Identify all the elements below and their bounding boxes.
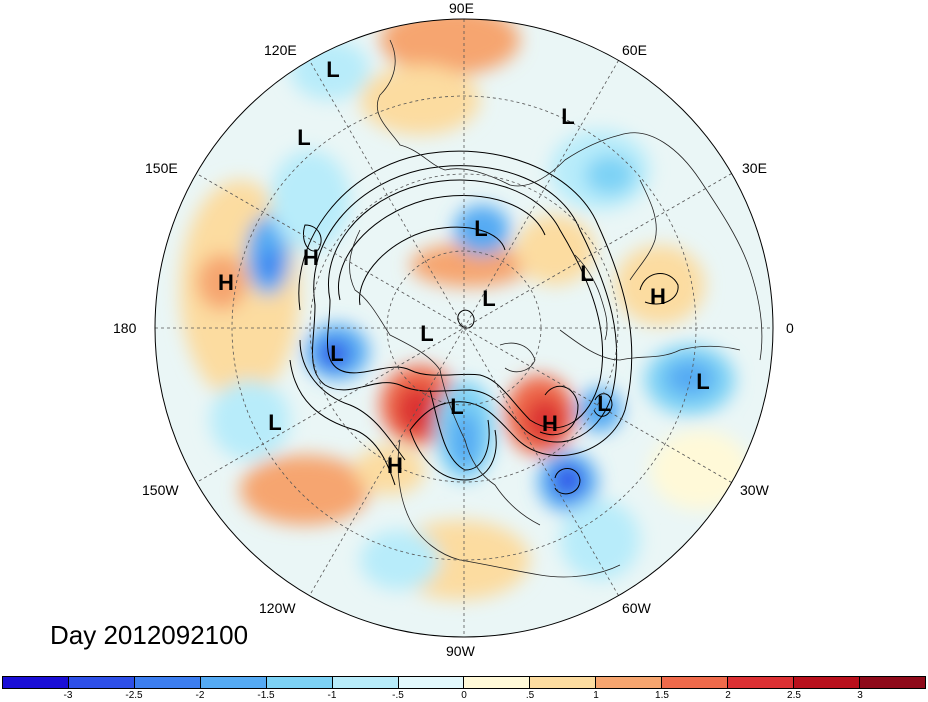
colorbar-swatch — [596, 677, 663, 688]
colorbar-tick-label: 2 — [725, 690, 731, 701]
pressure-system-marker: L — [696, 369, 710, 394]
lon-label-150e: 150E — [145, 160, 178, 176]
pressure-system-marker: L — [561, 104, 575, 129]
colorbar-swatch — [398, 677, 465, 688]
pressure-system-marker: H — [542, 411, 558, 436]
colorbar-tick-label: -3 — [63, 690, 73, 701]
colorbar-swatch — [332, 677, 399, 688]
colorbar-swatch — [530, 677, 597, 688]
colorbar-swatch — [134, 677, 201, 688]
pressure-system-marker: L — [420, 321, 434, 346]
colorbar-tick-label: 3 — [857, 690, 863, 701]
colorbar-tick-label: .5 — [525, 690, 535, 701]
colorbar-swatch — [662, 677, 729, 688]
pressure-system-marker: L — [580, 261, 594, 286]
lon-label-90w: 90W — [446, 643, 475, 659]
colorbar-tick-label: -2 — [195, 690, 205, 701]
lon-label-30e: 30E — [742, 160, 767, 176]
colorbar-tick-label: -.5 — [392, 690, 404, 701]
colorbar — [2, 676, 926, 689]
pressure-system-marker: H — [303, 245, 319, 270]
colorbar-tick-label: -1 — [327, 690, 337, 701]
colorbar-swatch — [794, 677, 860, 688]
colorbar-tick-label: -1.5 — [257, 690, 275, 701]
colorbar-tick-label: -2.5 — [125, 690, 143, 701]
lon-label-150w: 150W — [142, 482, 179, 498]
colorbar-swatch — [464, 677, 531, 688]
pressure-system-marker: L — [474, 216, 488, 241]
colorbar-tick-label: 2.5 — [787, 690, 801, 701]
pressure-system-marker: L — [482, 286, 496, 311]
pressure-system-marker: H — [650, 284, 666, 309]
colorbar-tick-label: 0 — [461, 690, 467, 701]
colorbar-swatch — [266, 677, 333, 688]
pressure-system-marker: L — [297, 125, 311, 150]
lon-label-120e: 120E — [264, 42, 297, 58]
pressure-system-marker: H — [387, 453, 403, 478]
pressure-system-marker: L — [330, 341, 344, 366]
lon-label-180: 180 — [113, 320, 137, 336]
date-label: Day 2012092100 — [50, 620, 249, 650]
lon-label-90e: 90E — [449, 0, 474, 16]
colorbar-swatch — [3, 677, 69, 688]
colorbar-swatch — [68, 677, 135, 688]
pressure-system-marker: L — [326, 57, 340, 82]
lon-label-60e: 60E — [622, 42, 647, 58]
pressure-system-marker: L — [268, 410, 282, 435]
colorbar-swatch — [859, 677, 925, 688]
pressure-system-marker: L — [450, 394, 464, 419]
lon-label-30w: 30W — [740, 482, 769, 498]
lon-label-60w: 60W — [622, 600, 651, 616]
graticule — [155, 19, 773, 637]
colorbar-tick-label: 1.5 — [655, 690, 669, 701]
colorbar-tick-label: 1 — [593, 690, 599, 701]
colorbar-swatch — [200, 677, 267, 688]
colorbar-swatch — [728, 677, 795, 688]
pressure-system-marker: H — [218, 270, 234, 295]
anomaly-field — [155, 19, 773, 637]
lon-label-120w: 120W — [259, 600, 296, 616]
map-boundary — [154, 18, 774, 638]
pressure-system-marker: L — [597, 391, 611, 416]
lon-label-0: 0 — [786, 320, 794, 336]
